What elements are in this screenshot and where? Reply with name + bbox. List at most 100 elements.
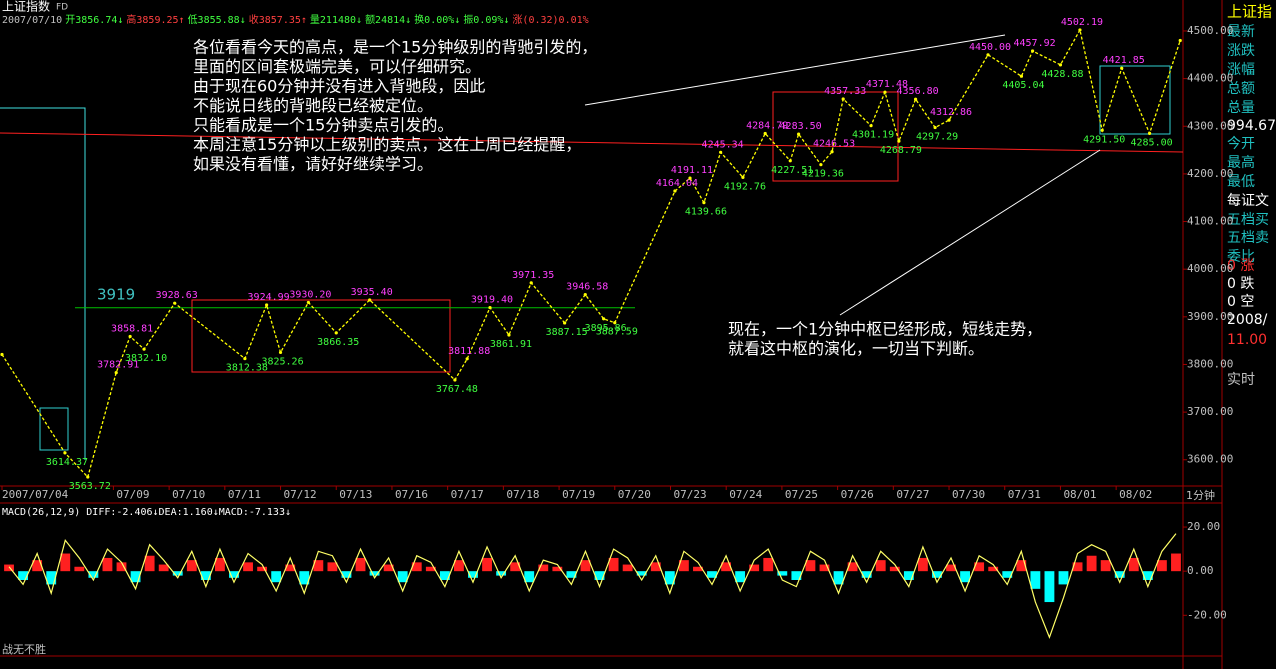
macd-bar: [439, 571, 450, 580]
y-tick-label: 20.00: [1187, 520, 1220, 533]
pivot: [563, 321, 567, 325]
macd-bar: [538, 564, 549, 572]
macd-bar: [285, 564, 296, 572]
macd-bar: [1128, 557, 1139, 572]
annotation: 里面的区间套极端完美，可以仔细研究。: [193, 57, 481, 76]
x-tick-label: 08/02: [1119, 488, 1152, 501]
macd-bar: [636, 571, 647, 576]
pivot: [488, 305, 492, 310]
macd-bar: [833, 571, 844, 585]
x-tick-label: 07/17: [451, 488, 484, 501]
pivot: [883, 90, 887, 94]
pivot: [128, 334, 132, 339]
pivot-label: 3866.35: [317, 337, 359, 348]
x-tick-label: 07/24: [729, 488, 762, 501]
pivot: [897, 139, 901, 143]
pivot-label: 4283.50: [780, 121, 822, 132]
x-tick-label: 07/27: [896, 488, 929, 501]
pivot: [142, 347, 146, 351]
pivot: [763, 131, 767, 136]
macd-bar: [299, 571, 310, 585]
y-tick-label: 4000.00: [1187, 262, 1233, 275]
pivot: [453, 378, 457, 382]
x-tick-label: 07/26: [841, 488, 874, 501]
macd-bar: [4, 564, 14, 572]
pivot-label: 3782.91: [97, 360, 139, 371]
pivot-label: 3767.48: [436, 384, 478, 395]
macd-bar: [116, 562, 127, 572]
macd-bar: [60, 553, 71, 572]
pivot: [986, 53, 990, 57]
pivot-label: 4421.85: [1103, 55, 1145, 66]
x-tick-label: 07/30: [952, 488, 985, 501]
x-tick-label: 07/25: [785, 488, 818, 501]
macd-bar: [1002, 571, 1013, 578]
pivot-label: 4457.92: [1014, 38, 1056, 49]
macd-bar: [271, 571, 282, 583]
macd-bar: [917, 557, 928, 572]
pivot: [278, 350, 283, 355]
annotation: 各位看看今天的高点，是一个15分钟级别的背驰引发的，: [193, 38, 597, 57]
macd-bar: [580, 560, 591, 572]
macd-bar: [383, 564, 394, 572]
side-panel-item: 涨跌: [1227, 43, 1255, 59]
macd-bar: [18, 571, 29, 580]
header-stat: 换0.00%↓: [414, 13, 460, 26]
macd-bar: [1171, 553, 1181, 572]
diff-line: [8, 533, 1177, 640]
pivot-label: 4291.50: [1083, 134, 1125, 145]
pivot: [86, 475, 90, 479]
pivot-label: 4301.19: [852, 130, 894, 141]
pivot-label: 3919.40: [471, 295, 513, 306]
macd-bar: [496, 571, 507, 576]
macd-bar: [186, 560, 197, 572]
side-panel-item: 五档买: [1227, 212, 1269, 228]
y-tick-label: 4500.00: [1187, 24, 1233, 37]
footer: 战无不胜: [2, 642, 46, 656]
macd-bar: [369, 571, 380, 576]
macd-bar: [791, 571, 802, 580]
macd-bar: [524, 571, 535, 583]
pivot: [841, 97, 845, 101]
annotation: 不能说日线的背驰段已经被定位。: [193, 96, 433, 115]
y-tick-label: -20.00: [1187, 608, 1227, 621]
x-tick-label: 07/23: [673, 488, 706, 501]
price-line: [1, 28, 1181, 479]
header-stat: 振0.09%↓: [463, 13, 509, 26]
pivot: [583, 293, 587, 297]
pivot-label: 4357.33: [824, 86, 866, 97]
side-panel-item: 最高: [1227, 154, 1255, 171]
pivot: [63, 451, 67, 455]
header-stat: 高3859.25↑: [126, 13, 184, 26]
side-panel-item: 委比: [1227, 249, 1255, 265]
pivot: [947, 118, 951, 122]
macd-bar: [482, 557, 492, 572]
annotation: 现在，一个1分钟中枢已经形成，短线走势，: [728, 320, 1042, 339]
x-tick-label: 07/12: [284, 488, 317, 501]
macd-bar: [805, 560, 816, 572]
header-stat: 额24814↓: [365, 13, 411, 26]
macd-bar: [608, 557, 619, 572]
side-panel-item: 11.00: [1227, 332, 1267, 348]
pivot-label: 4164.04: [656, 178, 698, 189]
annotation: 由于现在60分钟并没有进入背驰段，因此: [193, 77, 485, 96]
title: 上证指数: [2, 0, 50, 14]
macd-bar: [988, 566, 999, 572]
macd-bar: [650, 562, 661, 572]
pivot-label: 3825.26: [261, 356, 303, 367]
macd-bar: [693, 566, 703, 572]
macd-bar: [215, 557, 225, 572]
macd-bar: [1142, 571, 1153, 580]
x-tick-label: 07/09: [116, 488, 149, 501]
pivot-label: 4502.19: [1061, 17, 1103, 28]
pivot-label: 4191.11: [671, 165, 713, 176]
pivot-label: 4297.29: [916, 132, 958, 143]
side-panel-item: 总额: [1227, 81, 1255, 97]
pivot-label: 3928.63: [156, 290, 198, 301]
y-tick-label: 4400.00: [1187, 72, 1233, 85]
pivot-label: 3924.99: [248, 292, 290, 303]
pivot: [830, 150, 834, 154]
macd-bar: [946, 564, 956, 572]
annotation: 本周注意15分钟以上级别的卖点，这在上周已经提醒，: [193, 135, 581, 154]
